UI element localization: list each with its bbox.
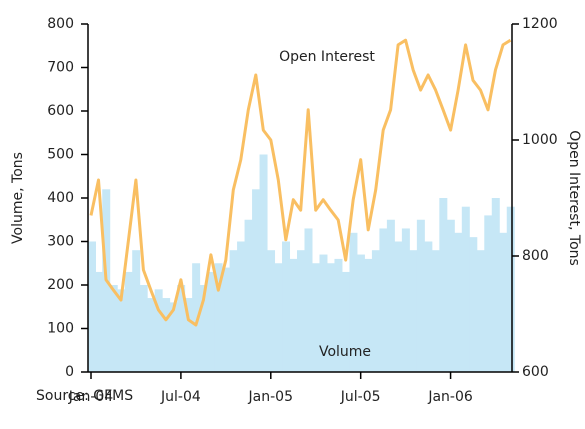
volume-bar [169,302,178,372]
volume-bar [371,250,380,372]
x-tick-label: Jan-06 [427,389,473,405]
y-tick-label: 700 [47,60,74,76]
y-tick-label: 800 [47,16,74,32]
volume-bar [386,219,395,372]
volume-bar [237,241,246,372]
volume-bar [424,241,433,372]
y2-tick-label: 1000 [522,132,558,148]
volume-bar [311,263,320,372]
volume-bar [192,263,201,372]
volume-bar [356,254,365,372]
series-label: Open Interest [279,49,375,65]
volume-bar [379,228,388,372]
volume-bar [394,241,403,372]
y-tick-label: 100 [47,321,74,337]
volume-bar [94,271,103,372]
volume-bar [154,289,163,372]
y-tick-label: 0 [65,364,74,380]
volume-bar [476,250,485,372]
volume-bar [401,228,410,372]
y2-tick-label: 600 [522,364,549,380]
volume-bar [177,285,186,372]
volume-bar [439,198,448,372]
volume-bar [326,263,335,372]
volume-bar [207,271,216,372]
source: Source: GFMS [36,388,133,404]
volume-bar [139,285,148,372]
y2-tick-label: 800 [522,248,549,264]
y-tick-label: 400 [47,190,74,206]
volume-bar [184,298,193,372]
volume-bar [297,250,305,372]
volume-bar [229,250,238,372]
volume-bar [162,298,171,372]
volume-bar [199,285,208,372]
volume-bar [506,206,515,372]
y-axis-label: Volume, Tons [10,152,26,244]
volume-bar [88,241,96,372]
volume-bar [124,271,133,372]
volume-bar [341,271,350,372]
volume-bar [416,219,425,372]
x-tick-label: Jan-04 [68,389,114,405]
volume-bar [267,250,276,372]
volume-bar [252,189,261,372]
volume-bar [334,258,343,372]
volume-bar [491,198,500,372]
volume-bar [409,250,418,372]
volume-bar [454,232,463,372]
volume-bar [484,215,493,372]
volume-bar [499,232,508,372]
volume-bar [349,232,358,372]
volume-bar [364,258,373,372]
open-interest-line [89,38,512,327]
volume-bar [304,228,313,372]
y2-axis-label: Open Interest, Tons [566,130,582,266]
volume-bar [469,237,478,372]
x-tick-label: Jul-05 [340,389,381,405]
y-tick-label: 500 [47,147,74,163]
volume-bar [431,250,440,372]
volume-bar [117,289,126,372]
x-tick-label: Jan-05 [248,389,293,405]
volume-bar [446,219,455,372]
volume-bar [289,258,298,372]
volume-bar [147,298,156,372]
volume-bar [319,254,328,372]
volume-bar [274,263,283,372]
series-label: Volume [319,344,371,360]
volume-bar [461,206,470,372]
volume-bar [214,263,223,372]
x-tick-label: Jul-04 [160,389,201,405]
volume-bar [259,154,268,372]
y-tick-label: 200 [47,277,74,293]
y2-tick-label: 1200 [522,16,558,32]
volume-bar [244,219,253,372]
volume-bar [222,267,231,372]
volume-bar [132,250,141,372]
y-tick-label: 300 [47,234,74,250]
y-tick-label: 600 [47,103,74,119]
volume-bar [282,241,291,372]
volume-bar [109,285,118,372]
